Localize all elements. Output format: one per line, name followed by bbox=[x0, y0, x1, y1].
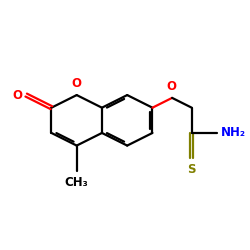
Text: O: O bbox=[166, 80, 176, 93]
Text: O: O bbox=[12, 88, 22, 102]
Text: O: O bbox=[72, 77, 82, 90]
Text: S: S bbox=[188, 163, 196, 176]
Text: CH₃: CH₃ bbox=[65, 176, 88, 189]
Text: NH₂: NH₂ bbox=[221, 126, 246, 140]
